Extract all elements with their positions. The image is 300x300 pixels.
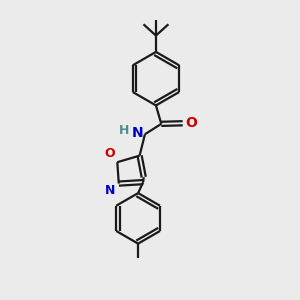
Text: N: N bbox=[132, 126, 143, 140]
Text: O: O bbox=[186, 116, 197, 130]
Text: N: N bbox=[105, 184, 115, 197]
Text: O: O bbox=[104, 147, 115, 160]
Text: H: H bbox=[119, 124, 130, 137]
